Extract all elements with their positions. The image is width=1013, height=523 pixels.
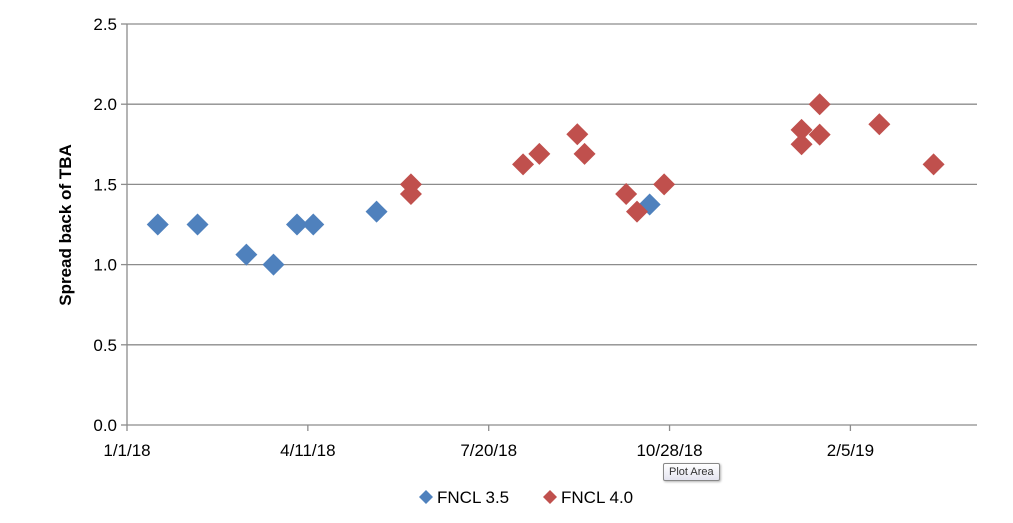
- data-point-fncl-3-5: [262, 253, 285, 276]
- y-tick-label: 2.0: [93, 95, 117, 114]
- data-point-fncl-4-0: [790, 118, 813, 141]
- y-tick-label: 0.5: [93, 336, 117, 355]
- x-tick-label: 10/28/18: [636, 441, 702, 460]
- y-tick-label: 0.0: [93, 416, 117, 435]
- legend: FNCL 3.5 FNCL 4.0: [419, 488, 633, 507]
- legend-marker-icon: [543, 490, 557, 504]
- data-point-fncl-3-5: [302, 213, 325, 236]
- plot-area-tooltip: Plot Area: [663, 463, 720, 481]
- data-point-fncl-4-0: [528, 142, 551, 165]
- data-point-fncl-4-0: [626, 200, 648, 223]
- y-axis-label: Spread back of TBA: [56, 144, 75, 306]
- axes: 0.0 0.5 1.0 1.5 2.0 2.5 1/1/18 4/11/18 7/20/18 10…: [93, 15, 977, 460]
- data-point-fncl-4-0: [573, 142, 596, 165]
- legend-label: FNCL 4.0: [561, 488, 633, 507]
- x-tick-label: 7/20/18: [460, 441, 517, 460]
- data-point-fncl-3-5: [286, 213, 308, 236]
- y-tick-label: 1.0: [93, 256, 117, 275]
- data-point-fncl-3-5: [146, 213, 169, 236]
- data-point-fncl-4-0: [808, 123, 831, 146]
- gridlines: [127, 23, 977, 346]
- data-point-fncl-4-0: [512, 153, 535, 176]
- data-point-fncl-4-0: [790, 133, 813, 156]
- data-point-fncl-3-5: [365, 200, 388, 223]
- data-point-fncl-3-5: [235, 243, 258, 266]
- data-point-fncl-4-0: [808, 93, 831, 116]
- legend-marker-icon: [419, 490, 433, 504]
- legend-label: FNCL 3.5: [437, 488, 509, 507]
- y-tick-label: 2.5: [93, 15, 117, 34]
- data-point-fncl-4-0: [566, 123, 589, 146]
- data-points: [146, 93, 945, 276]
- data-point-fncl-4-0: [868, 113, 891, 136]
- data-point-fncl-4-0: [399, 183, 422, 206]
- x-tick-label: 1/1/18: [103, 441, 150, 460]
- x-tick-label: 2/5/19: [827, 441, 874, 460]
- data-point-fncl-3-5: [186, 213, 209, 236]
- data-point-fncl-4-0: [922, 153, 945, 176]
- x-tick-label: 4/11/18: [280, 441, 335, 460]
- data-point-fncl-4-0: [653, 173, 676, 196]
- data-point-fncl-4-0: [615, 183, 638, 206]
- y-tick-label: 1.5: [93, 175, 117, 194]
